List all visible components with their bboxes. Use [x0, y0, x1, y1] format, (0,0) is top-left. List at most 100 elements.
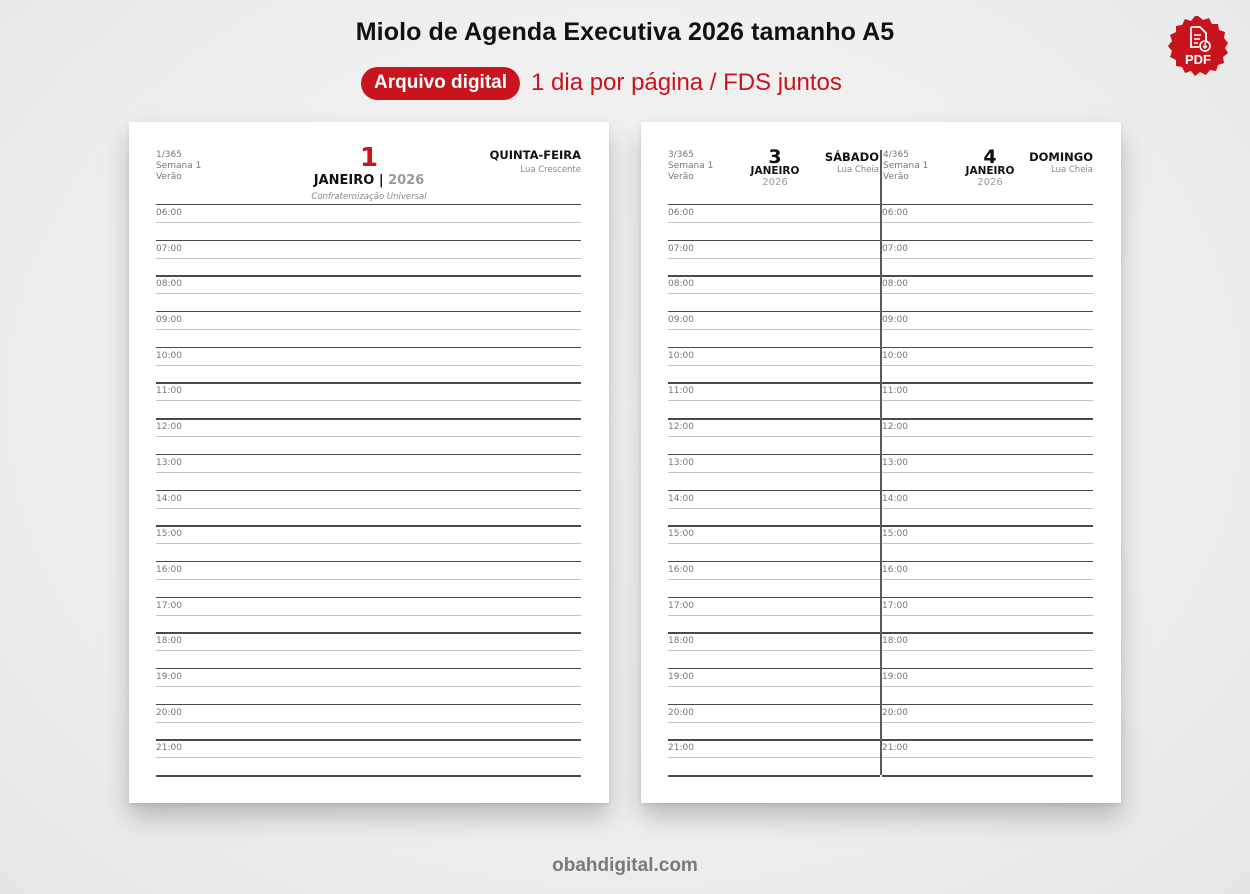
hour-label: 06:00 [156, 208, 182, 218]
hour-slot[interactable]: 07:00 [882, 239, 1093, 276]
hour-line [882, 667, 1093, 670]
hour-slot[interactable]: 11:00 [156, 382, 581, 418]
hour-label: 06:00 [882, 208, 908, 218]
hour-slot[interactable]: 08:00 [882, 275, 1093, 311]
hour-line [156, 703, 581, 706]
hour-slot[interactable]: 12:00 [156, 418, 581, 454]
half-hour-line [882, 543, 1093, 545]
hour-slot[interactable]: 20:00 [156, 703, 581, 740]
hour-label: 15:00 [668, 529, 694, 540]
hour-label: 14:00 [156, 493, 182, 504]
half-hour-line [882, 257, 1093, 259]
half-hour-line [668, 614, 880, 616]
hour-line [882, 525, 1093, 527]
hour-line [668, 739, 880, 741]
hour-slot[interactable]: 06:00 [668, 204, 880, 240]
hour-slot[interactable]: 11:00 [668, 382, 880, 418]
hour-label: 13:00 [156, 457, 182, 468]
sunday-moon-phase: Lua Cheia [1050, 165, 1093, 175]
hour-slot[interactable]: 06:00 [882, 204, 1093, 240]
hour-slot[interactable]: 17:00 [668, 596, 880, 633]
hour-slot[interactable]: 08:00 [668, 275, 880, 311]
month: JANEIRO [313, 173, 375, 188]
hour-slot[interactable]: 07:00 [668, 239, 880, 276]
half-hour-line [156, 364, 581, 366]
hour-slot[interactable]: 11:00 [882, 382, 1093, 418]
hour-slot[interactable]: 13:00 [156, 453, 581, 490]
hour-slot[interactable]: 19:00 [668, 667, 880, 704]
hour-slot[interactable]: 20:00 [882, 703, 1093, 740]
hour-slot[interactable]: 10:00 [156, 346, 581, 383]
hour-line [156, 596, 581, 598]
saturday-moon-phase: Lua Cheia [836, 165, 879, 175]
hour-slot[interactable]: 18:00 [668, 632, 880, 668]
file-download-icon [1190, 26, 1211, 52]
half-hour-line [156, 507, 581, 509]
hour-slot[interactable]: 15:00 [156, 525, 581, 561]
hour-line [156, 739, 581, 741]
hour-slot[interactable]: 17:00 [156, 596, 581, 633]
hour-line [882, 739, 1093, 741]
sunday-month: JANEIRO [965, 165, 1015, 177]
hour-line [882, 382, 1093, 384]
saturday-meta: 3/365 Semana 1 Verão [668, 150, 713, 183]
season: Verão [883, 172, 909, 182]
hour-label: 17:00 [882, 600, 908, 611]
hour-slot[interactable]: 18:00 [156, 632, 581, 668]
hour-label: 11:00 [156, 386, 182, 397]
hour-slot[interactable]: 21:00 [156, 739, 581, 775]
hour-label: 19:00 [882, 671, 908, 682]
hour-slot[interactable]: 15:00 [882, 525, 1093, 561]
month-year: JANEIRO | 2026 [269, 173, 469, 188]
hour-slot[interactable]: 21:00 [668, 739, 880, 775]
hour-slot[interactable]: 10:00 [882, 346, 1093, 383]
hour-slot[interactable]: 14:00 [882, 489, 1093, 526]
hour-slot[interactable]: 19:00 [882, 667, 1093, 704]
hour-slot[interactable]: 19:00 [156, 667, 581, 704]
hour-slot[interactable]: 13:00 [882, 453, 1093, 490]
half-hour-line [882, 364, 1093, 366]
half-hour-line [156, 757, 581, 759]
half-hour-line [882, 436, 1093, 438]
hour-label: 20:00 [882, 707, 908, 718]
hour-slot[interactable]: 14:00 [156, 489, 581, 526]
hour-slot[interactable]: 16:00 [156, 560, 581, 597]
half-hour-line [882, 507, 1093, 509]
half-hour-line [156, 578, 581, 580]
hour-label: 07:00 [882, 243, 908, 254]
hour-line [882, 346, 1093, 349]
hour-slot[interactable]: 16:00 [882, 560, 1093, 597]
hour-slot[interactable]: 16:00 [668, 560, 880, 597]
hour-slot[interactable]: 18:00 [882, 632, 1093, 668]
hour-slot[interactable]: 17:00 [882, 596, 1093, 633]
hour-slot[interactable]: 12:00 [668, 418, 880, 454]
hour-slot[interactable]: 12:00 [882, 418, 1093, 454]
half-hour-line [668, 329, 880, 331]
half-hour-line [882, 614, 1093, 616]
hour-slot[interactable]: 09:00 [156, 311, 581, 347]
hour-slot[interactable]: 06:00 [156, 204, 581, 240]
seal-shape-icon [1168, 16, 1228, 76]
right-page-weekend: 3/365 Semana 1 Verão 3 JANEIRO 2026 SÁBA… [641, 122, 1121, 803]
hour-slot[interactable]: 13:00 [668, 453, 880, 490]
half-hour-line [156, 614, 581, 616]
hour-slot[interactable]: 09:00 [882, 311, 1093, 347]
hour-label: 08:00 [668, 279, 694, 290]
hour-slot[interactable]: 20:00 [668, 703, 880, 740]
hour-line [668, 382, 880, 384]
week-number: Semana 1 [668, 161, 714, 171]
hour-slot[interactable]: 21:00 [882, 739, 1093, 775]
hour-label: 13:00 [882, 457, 908, 468]
hour-line [668, 632, 880, 634]
hour-slot[interactable]: 09:00 [668, 311, 880, 347]
half-hour-line [668, 400, 880, 402]
sunday-year: 2026 [977, 177, 1003, 188]
hour-slot[interactable]: 08:00 [156, 275, 581, 311]
hour-label: 12:00 [668, 422, 694, 433]
hour-line [668, 418, 880, 420]
hour-slot[interactable]: 14:00 [668, 489, 880, 526]
hour-slot[interactable]: 07:00 [156, 239, 581, 276]
hour-slot[interactable]: 10:00 [668, 346, 880, 383]
sunday-day-number: 4 [983, 146, 997, 168]
hour-slot[interactable]: 15:00 [668, 525, 880, 561]
